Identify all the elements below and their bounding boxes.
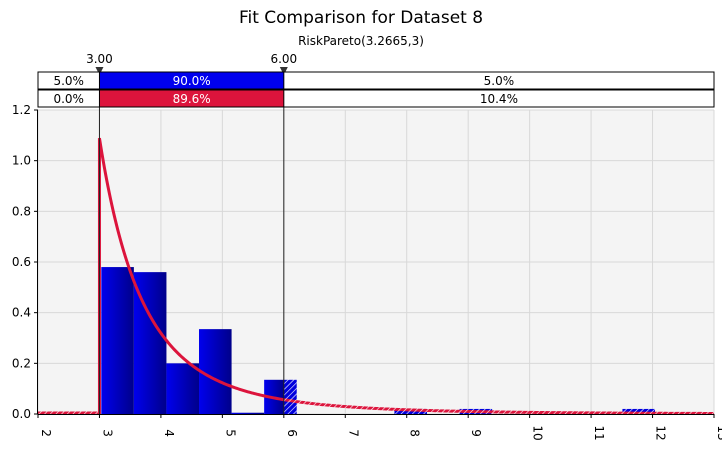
x-tick-label: 11 [592, 425, 606, 440]
histogram-bar [101, 267, 134, 414]
band2-middle-value: 89.6% [173, 92, 211, 106]
y-tick-label: 0.6 [12, 255, 31, 269]
histogram-bar [199, 329, 232, 414]
x-tick-label: 6 [285, 429, 299, 437]
marker-triangle-icon [95, 67, 104, 75]
chart-subtitle: RiskPareto(3.2665,3) [298, 34, 424, 48]
right-marker-label: 6.00 [270, 52, 297, 66]
band1-left-value: 5.0% [53, 74, 84, 88]
x-tick-label: 9 [469, 429, 483, 437]
band1-right-value: 5.0% [484, 74, 515, 88]
y-tick-label: 0.4 [12, 306, 31, 320]
x-tick-label: 7 [346, 429, 360, 437]
marker-triangle-icon [279, 67, 288, 75]
y-tick-label: 0.8 [12, 204, 31, 218]
band2-right-value: 10.4% [480, 92, 518, 106]
fit-curve [97, 137, 285, 414]
chart-title: Fit Comparison for Dataset 8 [238, 8, 484, 28]
histogram-bar-tail [283, 379, 297, 414]
x-tick-label: 5 [223, 429, 237, 437]
x-tick-label: 10 [531, 425, 545, 440]
y-tick-label: 0.0 [12, 407, 31, 421]
x-tick-label: 4 [162, 429, 176, 437]
histogram-bar-tail [394, 408, 428, 414]
x-tick-label: 3 [100, 429, 114, 437]
left-marker-label: 3.00 [86, 52, 113, 66]
histogram-bar [231, 412, 265, 414]
x-tick-label: 12 [654, 425, 668, 440]
fit-curve-right-tail [283, 398, 715, 415]
band1-middle-value: 90.0% [173, 74, 211, 88]
y-tick-label: 0.2 [12, 356, 31, 370]
histogram-bar-tail [622, 408, 656, 414]
x-tick-label: 8 [408, 429, 422, 437]
x-tick-label: 2 [39, 429, 53, 437]
band-middle [98, 71, 285, 90]
band-middle [98, 89, 285, 108]
y-tick-label: 1.2 [12, 103, 31, 117]
x-tick-label: 13 [715, 425, 722, 440]
histogram-bar [166, 363, 200, 414]
y-tick-label: 1.0 [12, 154, 31, 168]
band2-left-value: 0.0% [53, 92, 84, 106]
